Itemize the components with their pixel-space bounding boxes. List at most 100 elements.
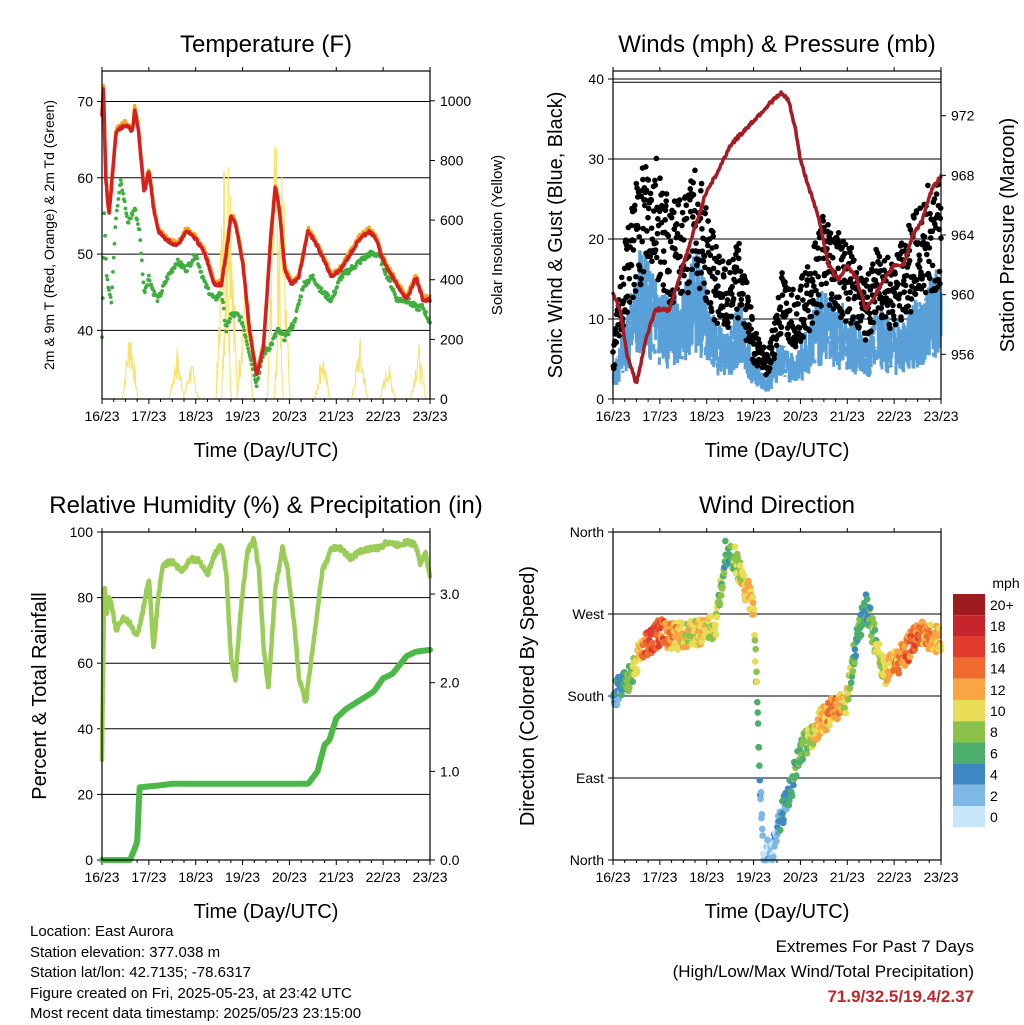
gust-point xyxy=(779,270,785,276)
gust-point xyxy=(827,230,834,236)
gust-point xyxy=(818,303,824,309)
gust-point xyxy=(665,233,672,239)
gust-point xyxy=(643,187,650,194)
speed-legend-label: 10 xyxy=(990,703,1006,719)
wind-direction-point xyxy=(753,678,761,685)
dewpoint-point xyxy=(244,339,249,344)
gust-point xyxy=(820,255,827,262)
gust-point xyxy=(653,254,660,261)
dewpoint-point xyxy=(250,362,254,367)
gust-point xyxy=(647,253,653,260)
gust-point xyxy=(872,309,879,316)
dewpoint-point xyxy=(110,285,115,290)
gust-point xyxy=(847,276,854,282)
gust-point xyxy=(788,292,795,298)
y-right-tick-label: 400 xyxy=(440,272,464,288)
y-tick-label: 40 xyxy=(77,721,93,737)
wind-direction-point xyxy=(848,673,856,680)
gust-point xyxy=(639,238,645,245)
wind-direction-point xyxy=(751,631,758,639)
y-tick-label: 100 xyxy=(70,524,94,540)
wind-direction-point xyxy=(822,726,830,734)
dewpoint-point xyxy=(149,282,154,287)
y-tick-label: 60 xyxy=(77,170,93,186)
gust-point xyxy=(699,226,705,232)
panel-title: Wind Direction xyxy=(699,492,855,519)
gust-point xyxy=(730,295,737,302)
wind-direction-point xyxy=(722,537,729,545)
dewpoint-point xyxy=(112,241,117,246)
gust-point xyxy=(626,299,633,305)
dewpoint-point xyxy=(170,269,175,274)
dewpoint-point xyxy=(228,316,232,321)
wind-direction-point xyxy=(716,600,724,608)
x-tick-label: 23/23 xyxy=(923,869,958,885)
wind-direction-point xyxy=(756,762,763,769)
plot-border xyxy=(101,70,431,400)
gust-point xyxy=(777,304,784,310)
x-tick-label: 18/23 xyxy=(178,869,213,885)
gust-point xyxy=(859,313,865,319)
gust-point xyxy=(696,285,703,292)
dewpoint-point xyxy=(121,191,125,196)
gust-point xyxy=(929,262,936,269)
wind-direction-point xyxy=(773,837,780,845)
gust-point xyxy=(935,276,941,283)
gust-point xyxy=(866,310,873,317)
gust-point xyxy=(857,317,864,324)
gust-point xyxy=(809,278,816,285)
wind-direction-point xyxy=(851,659,858,666)
panel-title: Winds (mph) & Pressure (mb) xyxy=(618,31,935,58)
y-right-axis-label: Solar Insolation (Yellow) xyxy=(489,155,506,315)
gust-point xyxy=(714,269,721,276)
extremes-values: 71.9/32.5/19.4/2.37 xyxy=(827,987,974,1006)
gust-point xyxy=(683,202,690,209)
gust-point xyxy=(673,221,680,227)
speed-legend-label: 0 xyxy=(990,809,998,825)
gust-point xyxy=(727,269,733,276)
gust-point xyxy=(693,240,699,246)
wind-direction-point xyxy=(759,832,766,839)
x-axis-label: Time (Day/UTC) xyxy=(194,440,339,462)
gust-point xyxy=(768,345,775,352)
y-right-tick-label: 600 xyxy=(440,212,464,228)
wind-direction-point xyxy=(846,684,854,692)
gust-point xyxy=(839,311,846,318)
gust-point xyxy=(926,245,933,251)
x-tick-label: 16/23 xyxy=(84,408,119,424)
dewpoint-point xyxy=(286,332,291,337)
dewpoint-point xyxy=(387,276,392,280)
gust-point xyxy=(636,234,643,240)
dewpoint-point xyxy=(120,188,125,193)
gust-point xyxy=(648,225,655,231)
gust-point xyxy=(783,300,790,306)
dewpoint-point xyxy=(141,280,146,285)
dewpoint-point xyxy=(119,182,124,186)
dewpoint-point xyxy=(195,256,200,261)
gust-point xyxy=(640,268,647,275)
gust-point xyxy=(651,208,657,214)
gust-point xyxy=(710,233,717,240)
wind-direction-point xyxy=(866,604,874,612)
gust-point xyxy=(626,275,633,282)
gust-point xyxy=(649,236,656,242)
speed-legend-swatch xyxy=(953,615,985,637)
dewpoint-point xyxy=(420,303,425,307)
wind-direction-point xyxy=(754,720,762,727)
gust-point xyxy=(921,234,928,240)
gust-point xyxy=(842,241,849,248)
y-right-axis-label: Station Pressure (Maroon) xyxy=(997,118,1019,353)
wind-direction-point xyxy=(776,826,784,834)
gust-point xyxy=(874,281,880,287)
gust-point xyxy=(649,258,655,265)
gust-point xyxy=(663,191,670,197)
wind-direction-point xyxy=(863,595,871,603)
gust-point xyxy=(679,209,686,216)
y-right-tick-label: 968 xyxy=(951,167,975,183)
gust-point xyxy=(826,302,833,309)
gust-point xyxy=(796,325,803,331)
gust-point xyxy=(771,355,777,362)
x-tick-label: 17/23 xyxy=(131,408,166,424)
x-tick-label: 21/23 xyxy=(319,869,354,885)
wind-direction-point xyxy=(870,619,878,627)
